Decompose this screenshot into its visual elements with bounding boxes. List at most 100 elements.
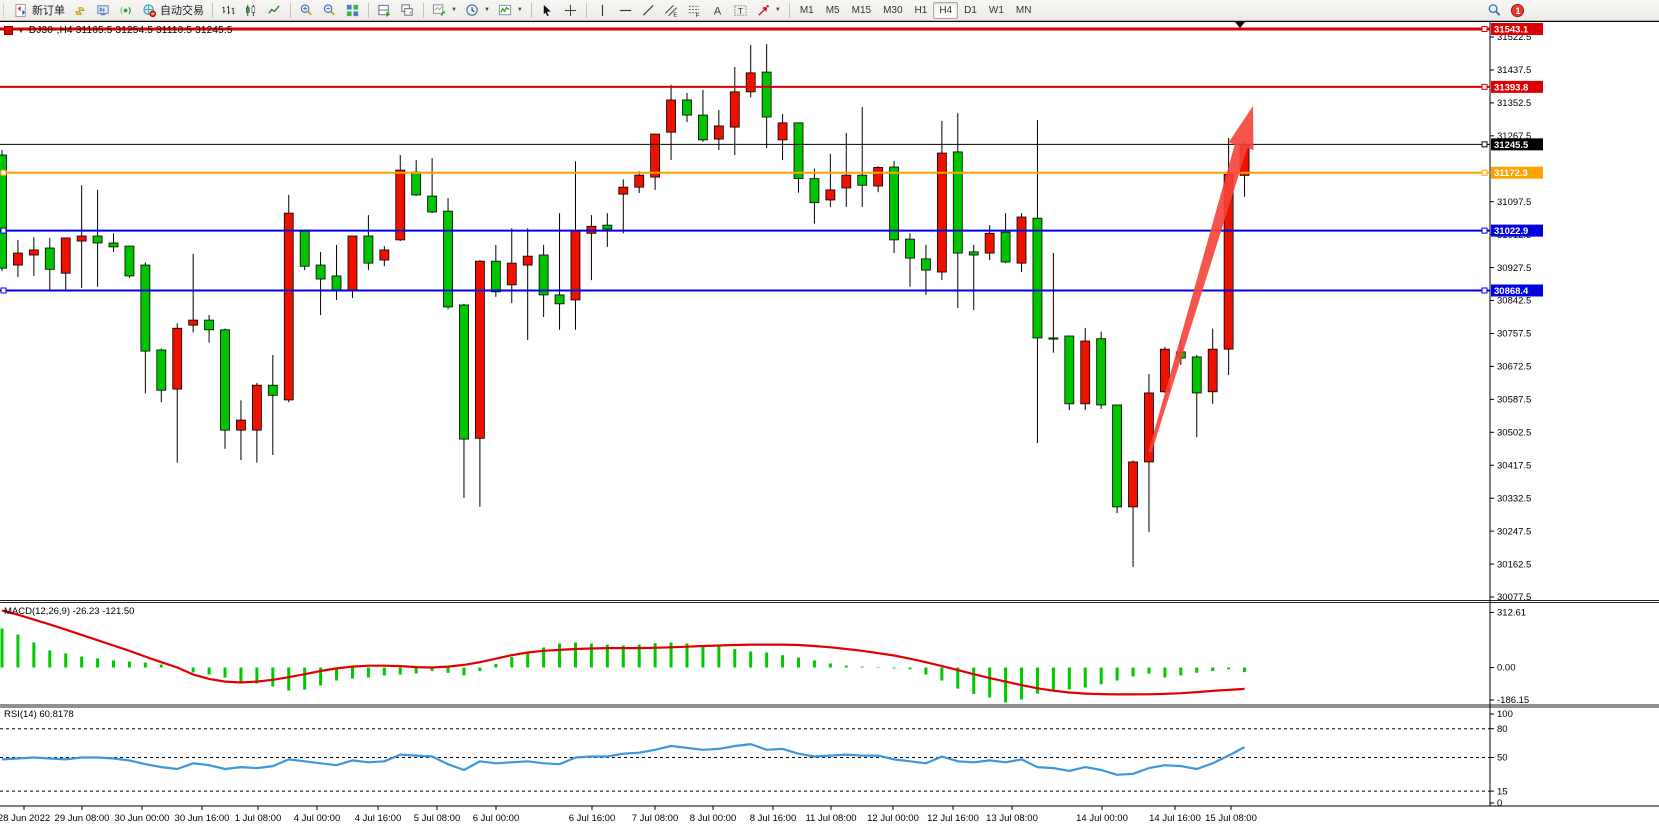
zoom-in-button[interactable] — [295, 2, 318, 19]
line-chart-button[interactable] — [263, 2, 286, 19]
chevron-down-icon[interactable]: ▼ — [483, 7, 490, 13]
candle-body — [315, 264, 326, 280]
trend-arrow-annotation[interactable] — [1148, 106, 1254, 453]
candle-body — [905, 238, 915, 259]
svg-text:F: F — [696, 13, 700, 18]
indicators-button[interactable]: ▼ — [494, 2, 527, 19]
gold-chart-button[interactable] — [69, 2, 92, 19]
cursor-button[interactable] — [536, 2, 559, 19]
time-tick-label: 8 Jul 16:00 — [750, 813, 796, 824]
timeframe-mn-button[interactable]: MN — [1015, 4, 1032, 16]
horizontal-line-button[interactable] — [614, 2, 637, 19]
candle-body — [92, 235, 103, 244]
timeframe-w1-button[interactable]: W1 — [988, 4, 1004, 16]
chevron-down-icon[interactable]: ▼ — [451, 7, 457, 13]
timeframe-d1-button[interactable]: D1 — [964, 4, 977, 16]
text-label-button[interactable]: T — [729, 2, 752, 19]
hline-handle[interactable] — [1481, 169, 1488, 176]
candle-body — [299, 229, 310, 267]
hline-handle[interactable] — [1481, 83, 1488, 90]
candle-body — [76, 235, 87, 242]
time-tick-label: 11 Jul 08:00 — [805, 813, 856, 824]
equidistant-channel-button[interactable]: E — [660, 2, 683, 19]
time-axis[interactable]: 28 Jun 2022 29 Jun 08:00 30 Jun 00:00 30 Ju… — [0, 806, 1257, 824]
arrange-cascade-button[interactable] — [396, 2, 419, 19]
candle-body — [968, 251, 979, 256]
bar-chart-icon — [221, 3, 236, 18]
new-chart-button[interactable]: ▼ — [428, 2, 461, 19]
timeframe-m15-button[interactable]: M15 — [851, 4, 872, 16]
candle-body — [1016, 216, 1027, 264]
chart-window[interactable]: ▼ DJ30-,H4 31165.5 31254.5 31110.5 31245… — [0, 21, 1659, 827]
time-tick-label: 30 Jun 00:00 — [115, 813, 170, 824]
time-tick-label: 4 Jul 16:00 — [355, 813, 401, 824]
market-watch-button[interactable] — [92, 2, 115, 19]
crosshair-button[interactable] — [559, 2, 582, 19]
vertical-line-button[interactable] — [591, 2, 614, 19]
candle-body — [172, 327, 183, 390]
price-badge-label: 30868.4 — [1494, 286, 1529, 297]
zoom-out-button[interactable] — [318, 2, 341, 19]
indicators-icon — [498, 3, 513, 18]
toolbar-separator — [423, 2, 424, 18]
candle-body — [204, 319, 214, 331]
timeframe-h4-button[interactable]: H4 — [933, 1, 959, 19]
tile-windows-button[interactable] — [341, 2, 364, 19]
candle-body — [1207, 348, 1218, 393]
fibonacci-icon: F — [687, 3, 702, 18]
price-axis[interactable]: 31522.531437.531352.531267.531097.531012… — [1490, 23, 1543, 603]
chevron-down-icon[interactable]: ▼ — [516, 7, 523, 13]
price-badge-label: 31172.3 — [1494, 168, 1528, 179]
fibonacci-button[interactable]: F — [683, 2, 706, 19]
auto-trading-button[interactable]: 自动交易 — [138, 2, 208, 19]
hline-handle[interactable] — [1481, 227, 1488, 234]
timeframe-h1-button[interactable]: H1 — [914, 4, 928, 16]
candle-body — [602, 224, 613, 230]
price-chart[interactable]: 31522.531437.531352.531267.531097.531012… — [0, 21, 1659, 827]
search-icon[interactable] — [1487, 3, 1502, 18]
candle-body — [729, 91, 740, 128]
timeframe-m5-button[interactable]: M5 — [825, 4, 840, 16]
bar-chart-button[interactable] — [217, 2, 240, 19]
time-tick-label: 12 Jul 16:00 — [927, 813, 979, 824]
signals-button[interactable] — [115, 2, 138, 19]
time-tick-label: 1 Jul 08:00 — [235, 813, 281, 824]
candle-body — [459, 304, 469, 440]
main-toolbar: 新订单 自动交易 ▼ ▼ ▼ E F A T ▼ M1 M5 M15 M30 H1 H4 D1 W1 MN 1 — [0, 0, 1659, 21]
trendline-icon — [641, 3, 656, 18]
candlestick-button[interactable] — [240, 2, 263, 19]
trendline-button[interactable] — [637, 2, 660, 19]
hline-handle[interactable] — [0, 287, 7, 294]
candle-body — [188, 319, 199, 326]
candle-body — [427, 195, 438, 213]
chart-shift-marker[interactable] — [1235, 22, 1245, 28]
timeframe-m30-button[interactable]: M30 — [883, 4, 903, 16]
axis-tick-label: 31437.5 — [1497, 65, 1531, 76]
candle-body — [379, 249, 390, 261]
timeframe-m1-button[interactable]: M1 — [799, 4, 814, 16]
toolbar-separator — [290, 2, 291, 18]
zoom-out-icon — [322, 3, 337, 18]
rsi-panel[interactable]: RSI(14) 60.8178 100 80 50 150 — [0, 709, 1513, 809]
axis-tick-label: 30927.5 — [1497, 263, 1531, 274]
hline-handle[interactable] — [1481, 287, 1488, 294]
candle-body — [13, 252, 23, 266]
hline-handle[interactable] — [1481, 141, 1488, 148]
macd-panel[interactable]: MACD(12,26,9) -26.23 -121.50 312.61 0.00 -1… — [0, 606, 1529, 706]
price-badge — [1491, 80, 1543, 93]
price-badge — [1491, 23, 1543, 36]
hline-handle[interactable] — [0, 227, 7, 234]
text-button[interactable]: A — [706, 2, 729, 19]
arrange-auto-button[interactable] — [373, 2, 396, 19]
candle-body — [825, 189, 836, 201]
hline-handle[interactable] — [1481, 26, 1488, 33]
candle-body — [698, 114, 708, 141]
tile-windows-icon — [345, 3, 360, 18]
chevron-down-icon[interactable]: ▼ — [774, 7, 781, 13]
hline-handle[interactable] — [0, 169, 7, 176]
notifications-badge[interactable]: 1 — [1510, 3, 1525, 18]
axis-tick-label: 30757.5 — [1497, 329, 1531, 340]
periods-button[interactable]: ▼ — [461, 2, 494, 19]
new-order-button[interactable]: 新订单 — [10, 2, 69, 19]
arrows-button[interactable]: ▼ — [752, 2, 785, 19]
